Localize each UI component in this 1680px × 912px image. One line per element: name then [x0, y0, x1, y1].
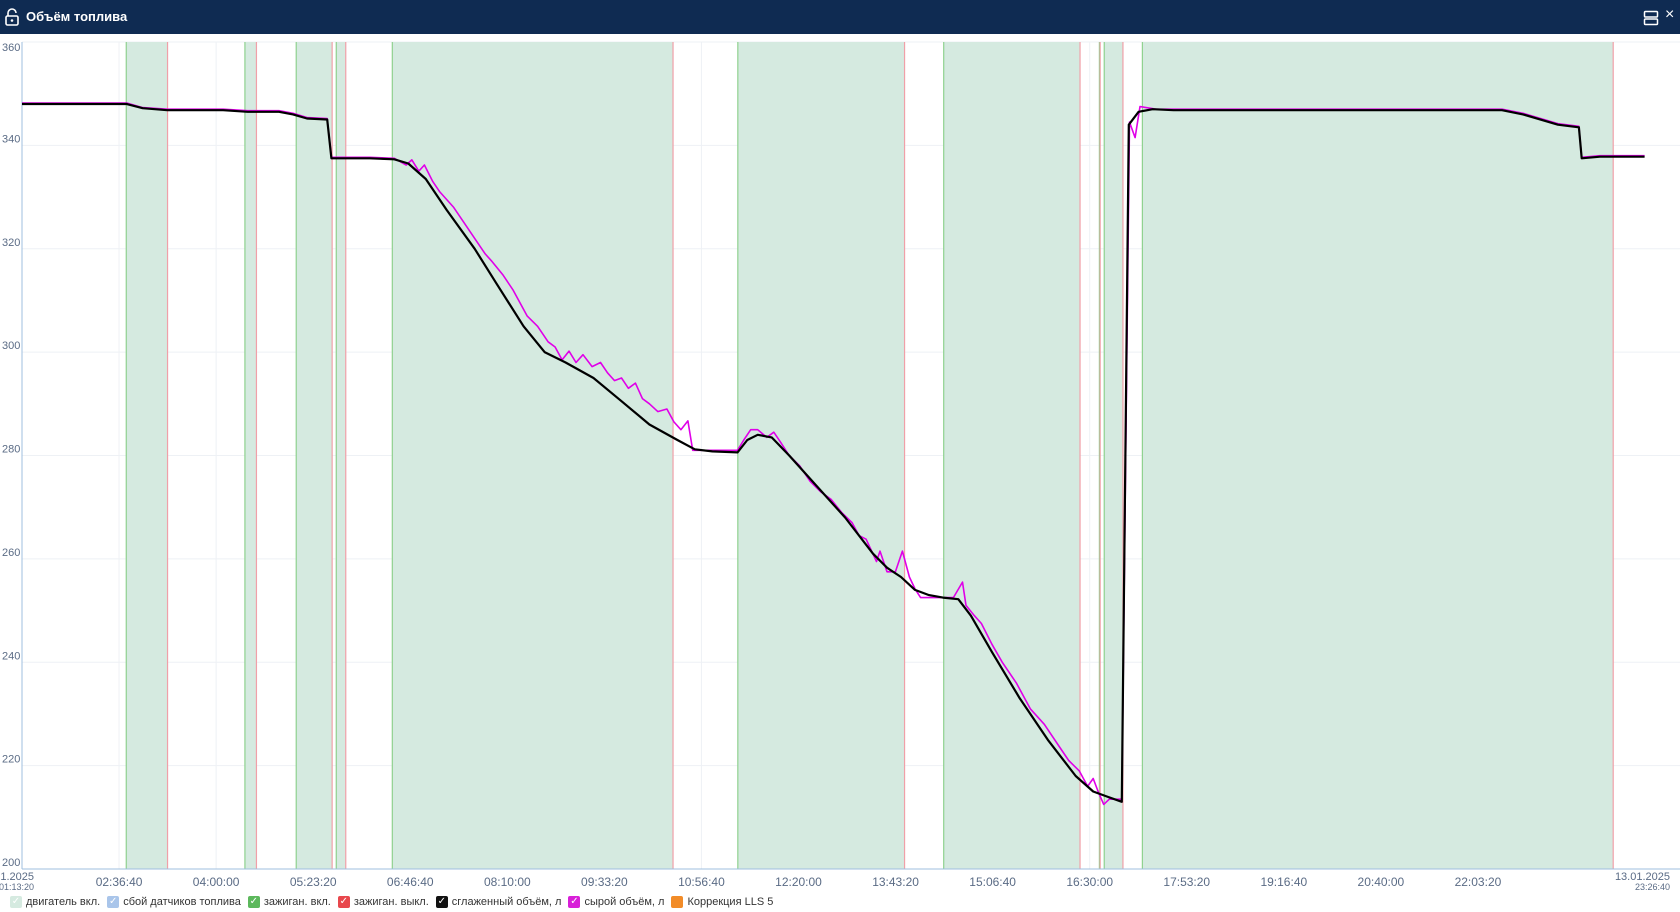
engine-on-band — [126, 42, 168, 869]
legend-item[interactable]: ✓ сглаженный объём, л — [435, 896, 562, 908]
legend-label: двигатель вкл. — [26, 896, 101, 908]
x-tick-label: 08:10:00 — [484, 875, 531, 889]
layout-icon[interactable] — [1643, 10, 1659, 26]
checkbox-checked-icon[interactable]: ✓ — [435, 896, 448, 908]
x-tick-label: 12:20:00 — [775, 875, 822, 889]
legend-item[interactable]: ✓ двигатель вкл. — [10, 896, 100, 908]
x-tick-label: 10:56:40 — [678, 875, 725, 889]
x-tick-date: 13.01.2025 — [1615, 871, 1670, 883]
tick-labels: 20022024026028030032034036013.01.202501:… — [0, 42, 1670, 892]
engine-on-band — [1142, 42, 1614, 869]
y-tick-label: 220 — [2, 754, 20, 766]
x-tick-label: 19:16:40 — [1260, 875, 1307, 889]
legend-item[interactable]: ✓ сырой объём, л — [568, 896, 664, 908]
y-tick-label: 260 — [2, 547, 20, 559]
y-tick-label: 280 — [2, 444, 20, 456]
legend-label: сглаженный объём, л — [451, 896, 562, 908]
axes — [21, 42, 1680, 870]
legend-item[interactable]: ✓ зажиган. выкл. — [337, 896, 429, 908]
checkbox-checked-icon[interactable]: ✓ — [247, 896, 260, 908]
window-titlebar: Объём топлива × — [0, 0, 1680, 34]
checkbox-checked-icon[interactable]: ✓ — [107, 896, 120, 908]
x-tick-label: 04:00:00 — [193, 875, 240, 889]
y-tick-label: 340 — [2, 133, 20, 145]
engine-on-band — [336, 42, 346, 869]
engine-on-band — [244, 42, 257, 869]
legend-label: сбой датчиков топлива — [123, 896, 241, 908]
lock-icon[interactable] — [4, 8, 20, 26]
series-lines — [22, 102, 1645, 806]
close-icon[interactable]: × — [1665, 6, 1675, 23]
legend-item[interactable]: ✓ зажиган. вкл. — [247, 896, 331, 908]
x-tick-label: 09:33:20 — [581, 875, 628, 889]
x-tick-label: 16:30:00 — [1066, 875, 1113, 889]
y-tick-label: 200 — [2, 857, 20, 869]
engine-on-bands — [125, 42, 1614, 869]
x-tick-label: 13:43:20 — [872, 875, 919, 889]
legend-item[interactable]: ✓ сбой датчиков топлива — [107, 896, 241, 908]
y-tick-label: 240 — [2, 650, 20, 662]
x-tick-time: 23:26:40 — [1635, 882, 1670, 892]
legend-label: Коррекция LLS 5 — [687, 896, 774, 908]
x-tick-time: 01:13:20 — [0, 882, 34, 892]
x-tick-label: 02:36:40 — [96, 875, 143, 889]
legend-label: сырой объём, л — [584, 896, 665, 908]
y-tick-label: 320 — [2, 237, 20, 249]
fuel-volume-chart[interactable]: 20022024026028030032034036013.01.202501:… — [0, 34, 1680, 892]
x-tick-label: 22:03:20 — [1455, 875, 1502, 889]
smoothed-volume-line — [22, 102, 1645, 803]
checkbox-icon[interactable] — [671, 896, 684, 908]
x-tick-label: 15:06:40 — [969, 875, 1016, 889]
engine-on-band — [296, 42, 333, 869]
raw-volume-line — [22, 102, 1645, 806]
x-tick-label: 17:53:20 — [1163, 875, 1210, 889]
y-tick-label: 300 — [2, 340, 20, 352]
y-tick-label: 360 — [2, 42, 20, 54]
window-title: Объём топлива — [26, 9, 128, 24]
x-tick-label: 05:23:20 — [290, 875, 337, 889]
legend-label: зажиган. выкл. — [353, 896, 429, 908]
checkbox-checked-icon[interactable]: ✓ — [337, 896, 350, 908]
x-tick-date: 13.01.2025 — [0, 871, 34, 883]
engine-on-band — [392, 42, 674, 869]
x-tick-label: 20:40:00 — [1358, 875, 1405, 889]
engine-on-band — [943, 42, 1081, 869]
legend-item[interactable]: Коррекция LLS 5 — [671, 896, 773, 908]
x-tick-label: 06:46:40 — [387, 875, 434, 889]
chart-legend: ✓ двигатель вкл. ✓ сбой датчиков топлива ✓ за… — [10, 894, 780, 910]
checkbox-checked-icon[interactable]: ✓ — [568, 896, 581, 908]
engine-on-band — [1104, 42, 1123, 869]
engine-on-band — [737, 42, 905, 869]
legend-label: зажиган. вкл. — [263, 896, 331, 908]
checkbox-checked-icon[interactable]: ✓ — [10, 896, 22, 908]
